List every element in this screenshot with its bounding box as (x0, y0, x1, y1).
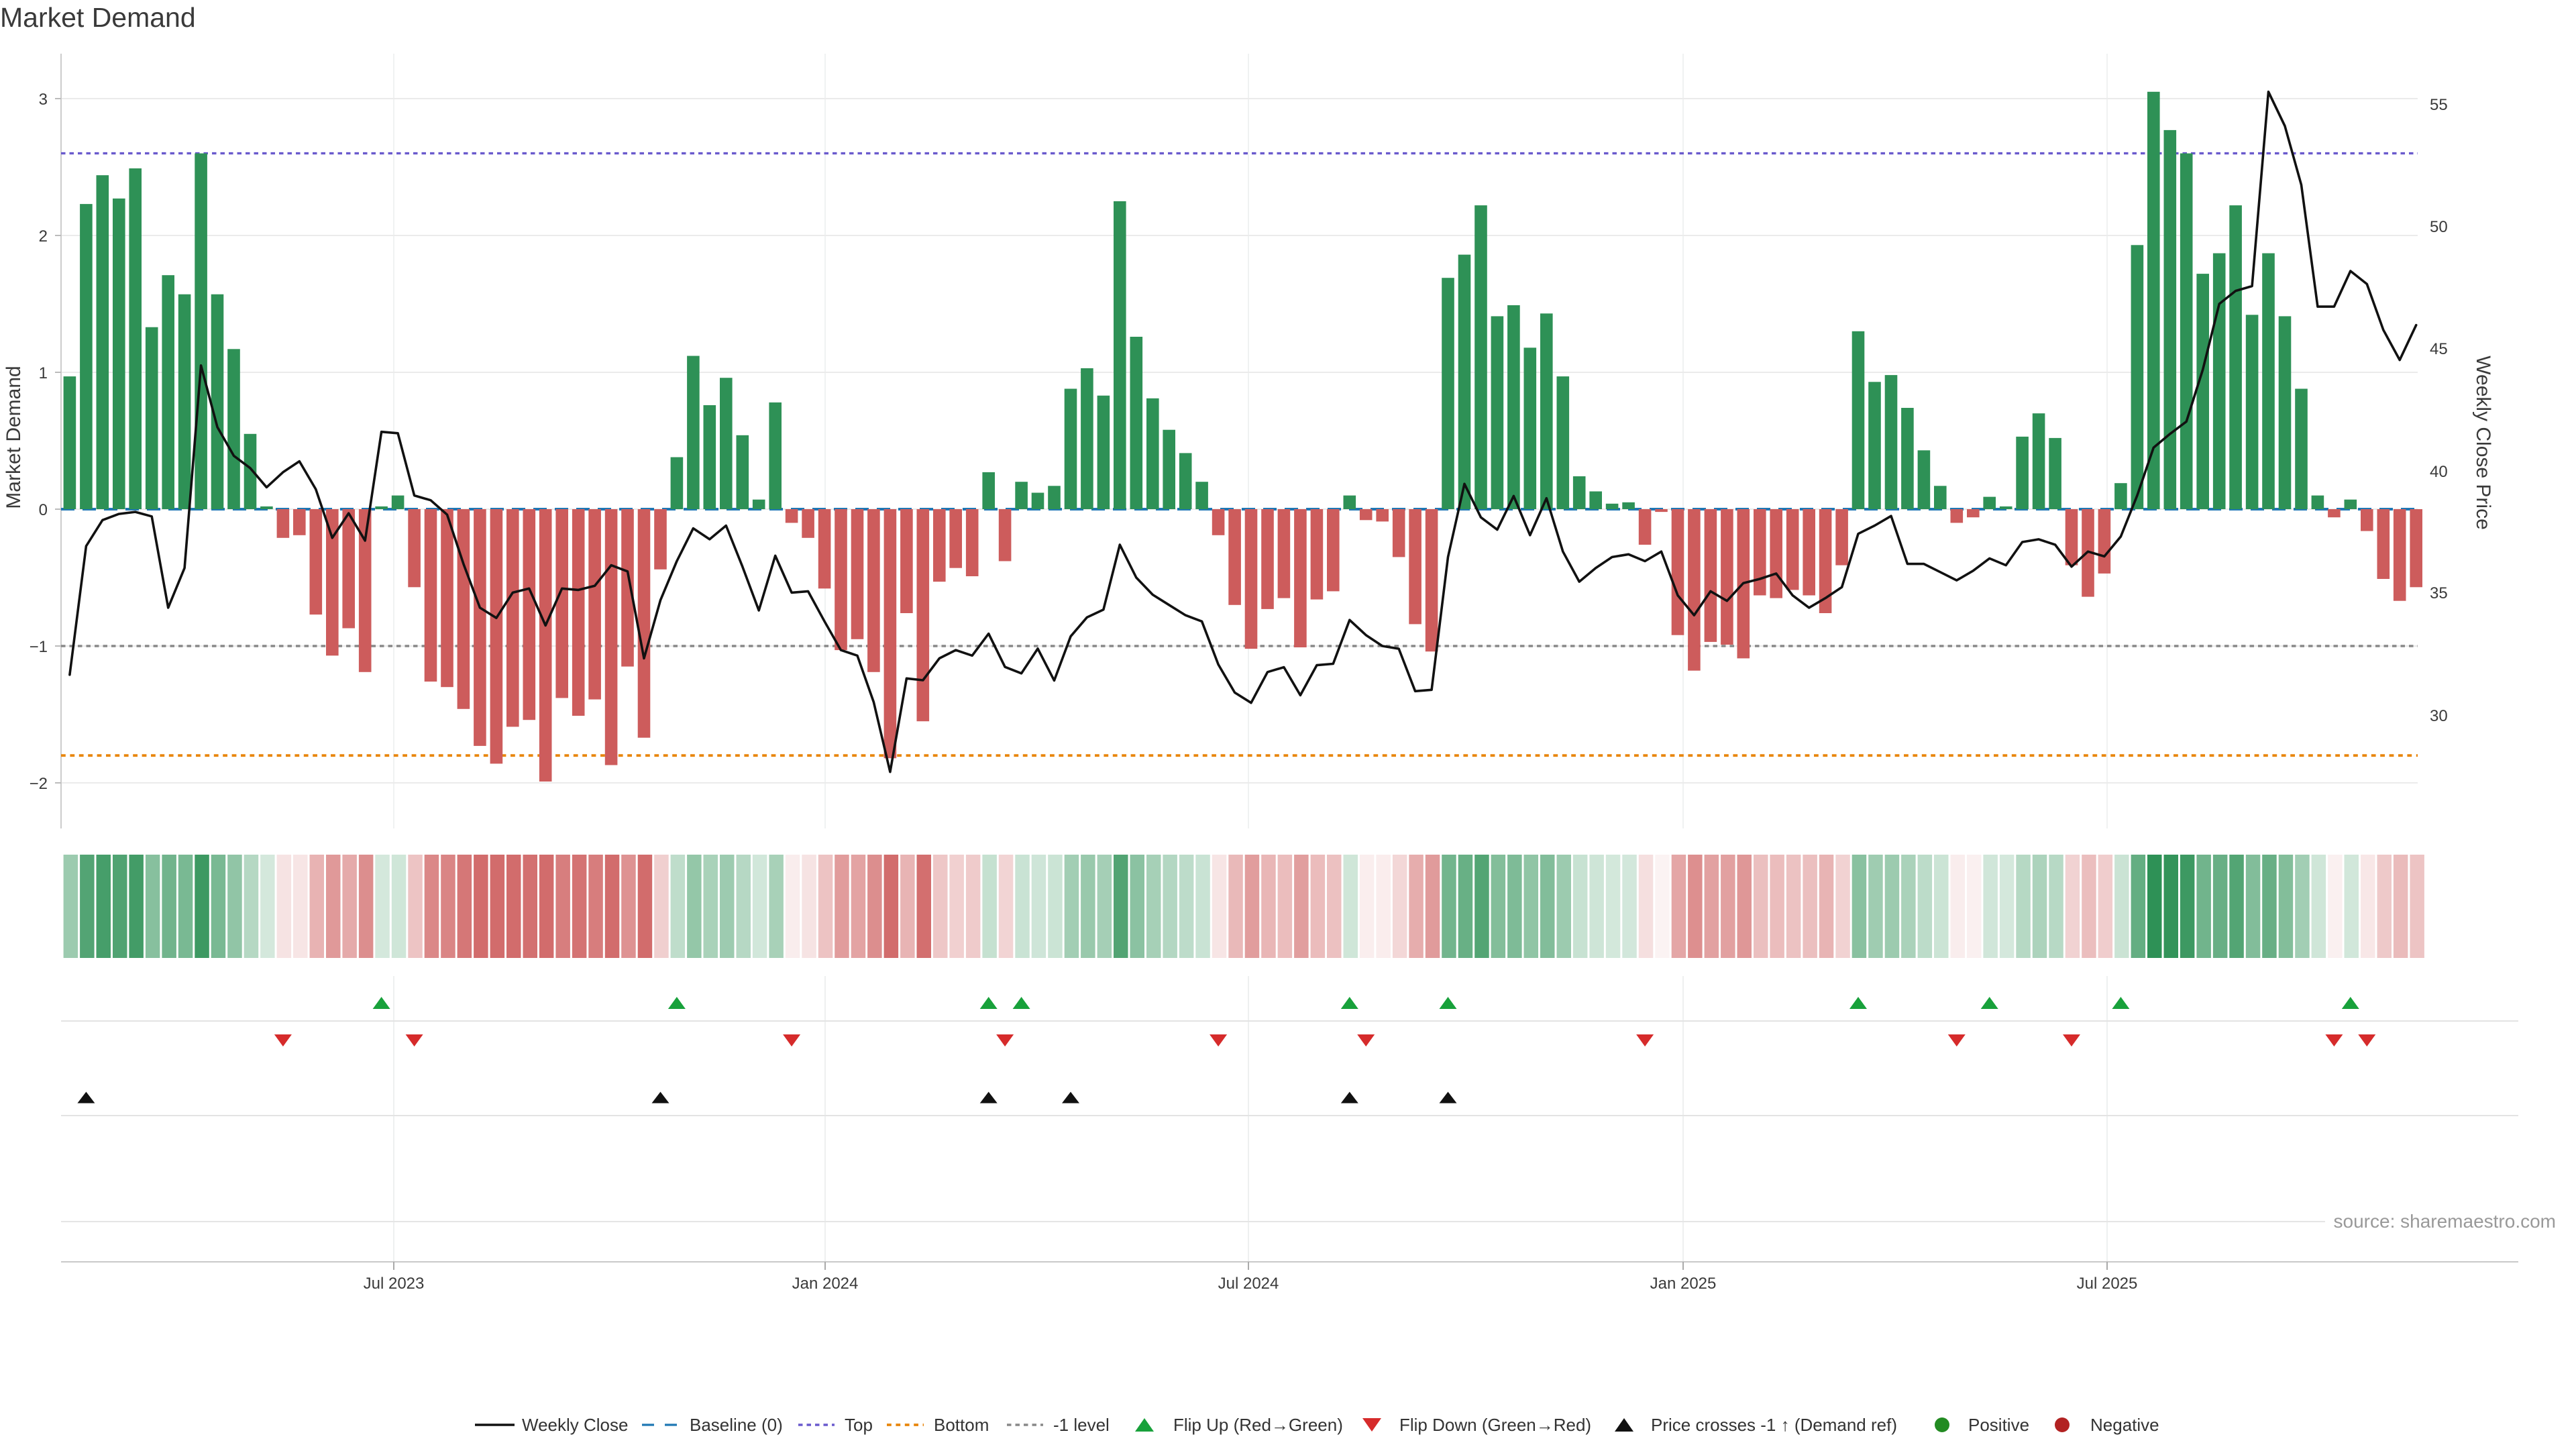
svg-text:Market Demand: Market Demand (0, 2, 196, 33)
svg-text:Jul 2023: Jul 2023 (364, 1275, 425, 1293)
svg-text:−1: −1 (30, 638, 48, 656)
svg-text:Bottom: Bottom (934, 1415, 989, 1435)
svg-text:Top: Top (845, 1415, 873, 1435)
svg-text:Price crosses -1 ↑ (Demand ref: Price crosses -1 ↑ (Demand ref) (1651, 1415, 1897, 1435)
svg-text:Jul 2024: Jul 2024 (1218, 1275, 1279, 1293)
svg-text:Weekly Close Price: Weekly Close Price (2472, 356, 2494, 530)
svg-text:Market Demand: Market Demand (3, 366, 25, 508)
svg-text:Negative: Negative (2090, 1415, 2159, 1435)
svg-text:35: 35 (2430, 584, 2448, 602)
svg-text:2: 2 (39, 227, 48, 246)
svg-text:1: 1 (39, 364, 48, 382)
svg-text:Positive: Positive (1968, 1415, 2029, 1435)
svg-text:3: 3 (39, 91, 48, 109)
svg-text:source: sharemaestro.com: source: sharemaestro.com (2334, 1211, 2556, 1232)
svg-text:50: 50 (2430, 218, 2448, 236)
svg-text:Jul 2025: Jul 2025 (2077, 1275, 2138, 1293)
svg-text:0: 0 (39, 501, 48, 519)
svg-text:30: 30 (2430, 707, 2448, 725)
svg-text:−2: −2 (30, 775, 48, 793)
svg-text:40: 40 (2430, 463, 2448, 481)
svg-text:Weekly Close: Weekly Close (522, 1415, 628, 1435)
svg-text:Jan 2025: Jan 2025 (1650, 1275, 1717, 1293)
svg-text:Flip Down (Green→Red): Flip Down (Green→Red) (1399, 1415, 1591, 1435)
svg-text:Baseline (0): Baseline (0) (690, 1415, 783, 1435)
svg-text:Jan 2024: Jan 2024 (792, 1275, 859, 1293)
svg-text:Flip Up (Red→Green): Flip Up (Red→Green) (1173, 1415, 1343, 1435)
svg-text:55: 55 (2430, 96, 2448, 114)
svg-text:-1 level: -1 level (1053, 1415, 1110, 1435)
svg-text:45: 45 (2430, 340, 2448, 358)
